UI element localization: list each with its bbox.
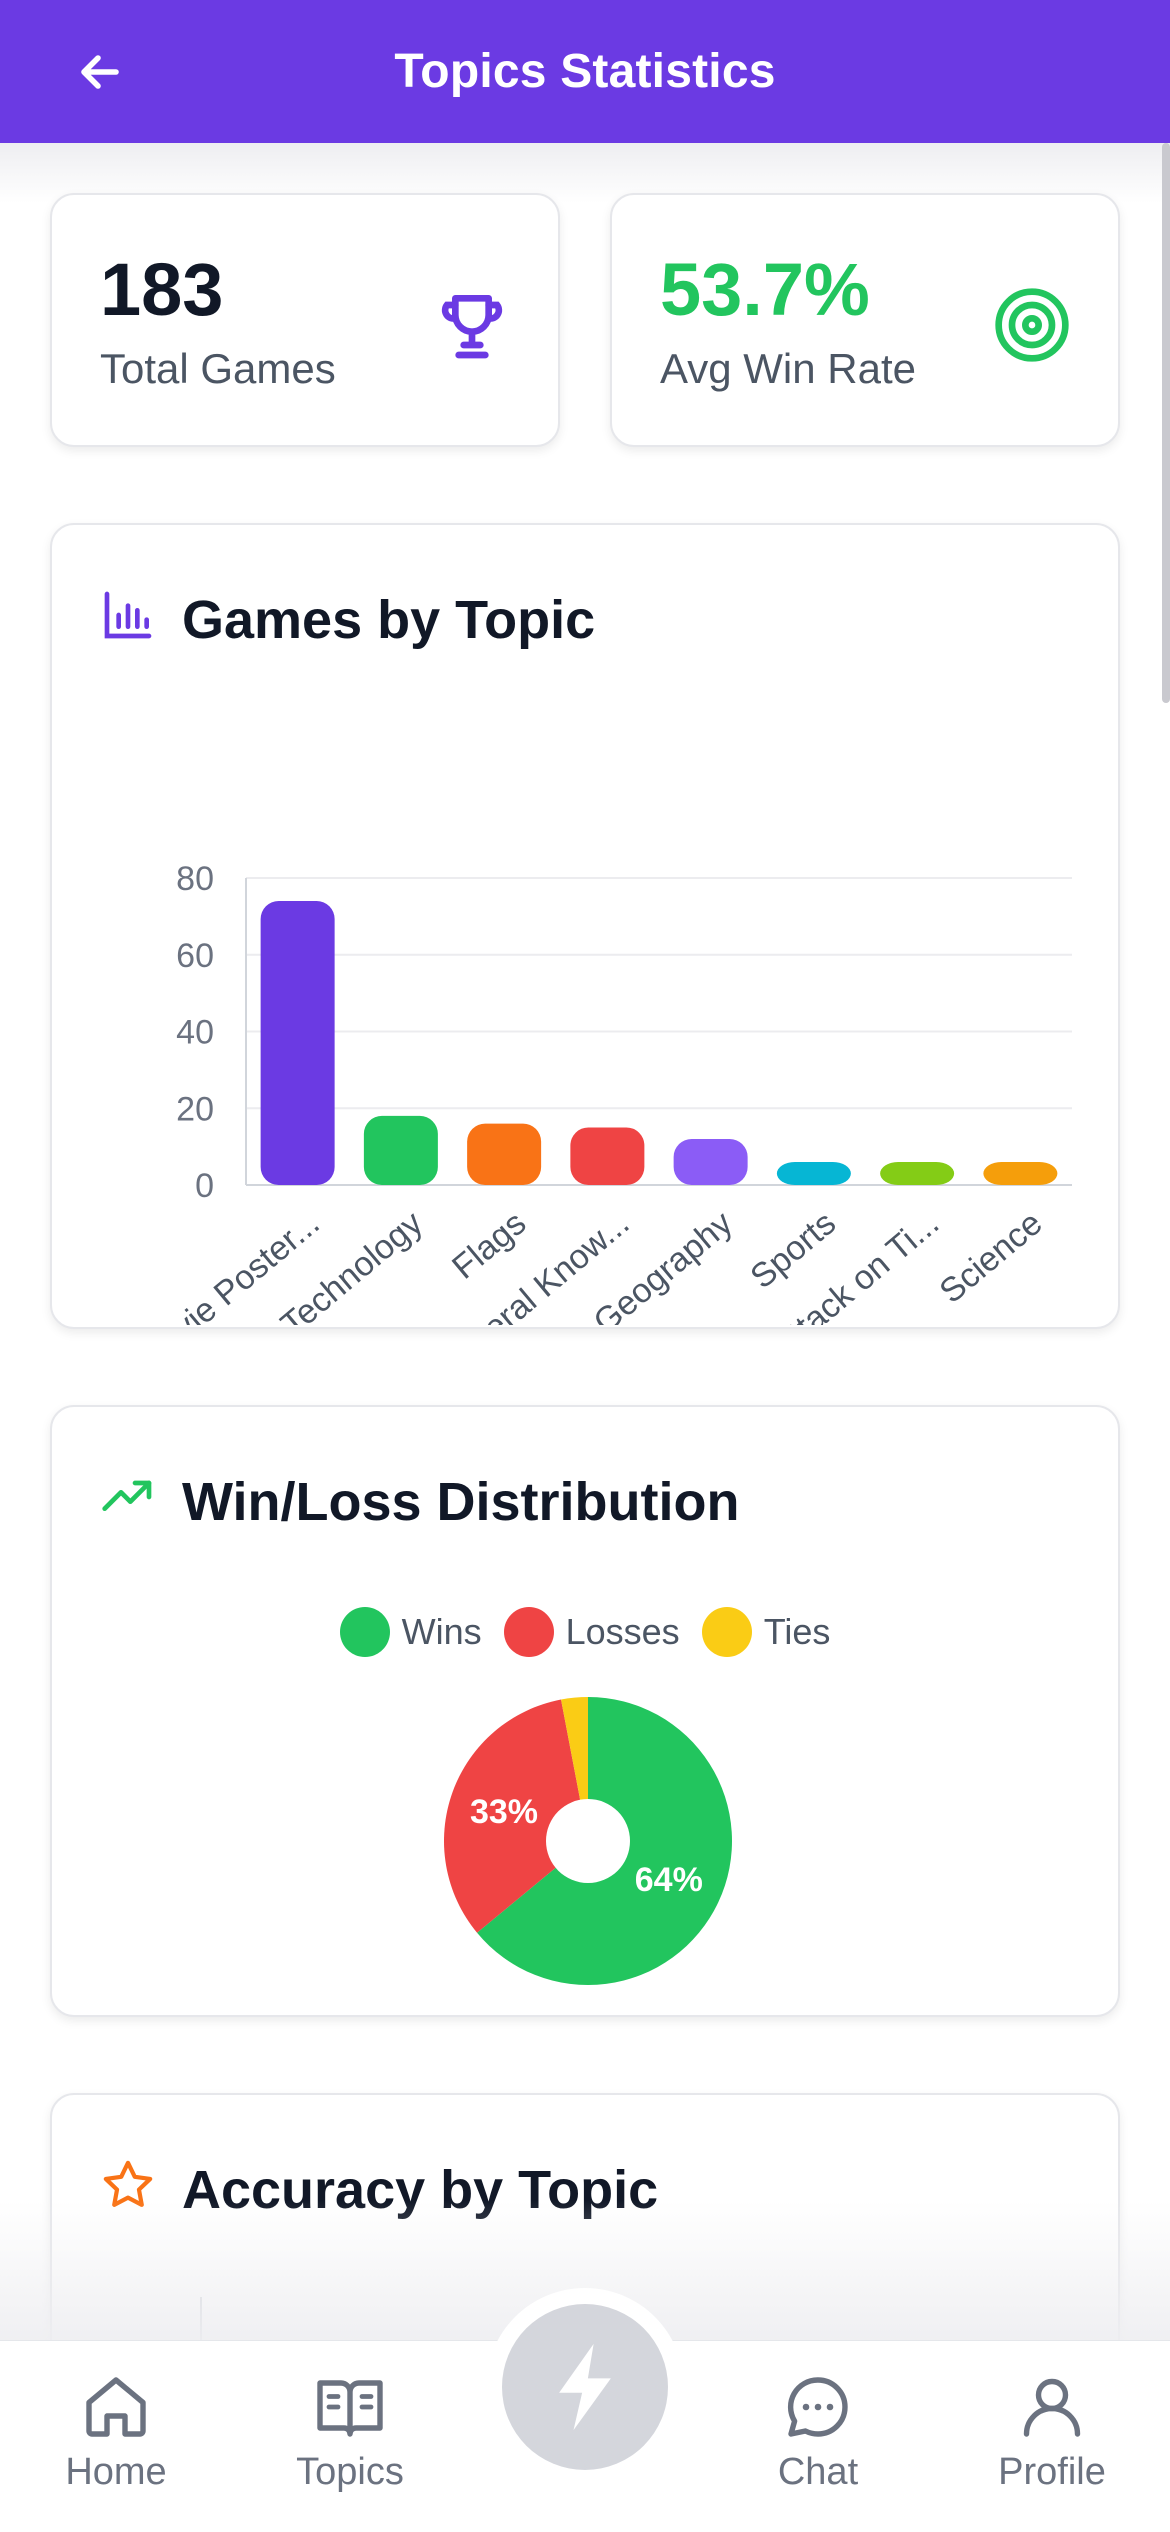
tab-chat-label: Chat <box>777 2451 859 2493</box>
win-rate-label: Avg Win Rate <box>660 345 916 392</box>
arrow-left-icon <box>81 55 119 89</box>
legend-label-losses: Losses <box>565 1611 680 1652</box>
legend-label-wins: Wins <box>401 1611 482 1652</box>
win-rate-card: 53.7% Avg Win Rate <box>610 193 1120 447</box>
legend-swatch-losses <box>503 1607 554 1657</box>
tab-topics-label: Topics <box>296 2451 404 2493</box>
trophy-icon <box>441 295 503 359</box>
tab-profile-label: Profile <box>998 2451 1106 2493</box>
tab-chat[interactable]: Chat <box>718 2371 918 2494</box>
bar[interactable] <box>363 1115 438 1185</box>
bar[interactable] <box>776 1161 851 1185</box>
y-tick-label: 60 <box>176 937 214 975</box>
bar[interactable] <box>983 1161 1058 1185</box>
tab-profile[interactable]: Profile <box>952 2371 1152 2494</box>
pie-slice-label: 33% <box>470 1793 538 1831</box>
win-rate-value: 53.7% <box>660 248 870 331</box>
stats-scroll-area[interactable]: 183 Total Games 53.7% Avg Win Rate Games… <box>0 143 1170 2340</box>
home-icon <box>86 2377 146 2437</box>
page-title: Topics Statistics <box>394 45 776 98</box>
trending-up-icon <box>102 1480 152 1511</box>
chat-bubble-icon <box>787 2377 848 2437</box>
user-icon <box>1023 2378 1081 2437</box>
win-loss-card: Win/Loss Distribution Wins Losses Ties 6… <box>50 1405 1120 2017</box>
x-tick-label: Science <box>932 1204 1049 1311</box>
total-games-card: 183 Total Games <box>50 193 560 447</box>
y-tick-label: 40 <box>176 1014 214 1052</box>
win-loss-title: Win/Loss Distribution <box>182 1472 740 1532</box>
pie-legend: Wins Losses Ties <box>52 1607 1118 1657</box>
bar-chart-icon <box>104 591 152 639</box>
book-open-icon <box>317 2380 383 2437</box>
y-tick-label: 0 <box>195 1167 214 1205</box>
target-icon <box>995 288 1069 362</box>
bar[interactable] <box>260 901 335 1185</box>
bar[interactable] <box>570 1127 645 1185</box>
legend-swatch-wins <box>339 1607 390 1657</box>
lightning-bolt-icon <box>559 2343 611 2431</box>
app-header: Topics Statistics <box>0 0 1170 143</box>
legend-item-ties[interactable]: Ties <box>701 1607 831 1657</box>
bar[interactable] <box>880 1161 955 1185</box>
pie-slice[interactable] <box>444 1699 588 1933</box>
legend-item-losses[interactable]: Losses <box>503 1607 680 1657</box>
games-by-topic-card: Games by Topic 80 60 40 20 0 Movie Poster... T… <box>50 523 1120 1329</box>
win-loss-pie-chart: 64% 33% <box>444 1697 732 1985</box>
pie-center-hole <box>546 1799 630 1883</box>
x-tick-label: Flags <box>445 1204 533 1287</box>
tab-topics[interactable]: Topics <box>250 2371 450 2494</box>
total-games-label: Total Games <box>100 345 336 392</box>
pie-slice-label: 64% <box>635 1861 703 1899</box>
bar[interactable] <box>467 1123 542 1185</box>
scrollbar[interactable] <box>1162 143 1170 703</box>
star-icon <box>103 2160 153 2207</box>
bar[interactable] <box>673 1138 748 1185</box>
quick-play-button[interactable] <box>502 2304 668 2470</box>
games-by-topic-title: Games by Topic <box>182 590 596 650</box>
legend-swatch-ties <box>701 1607 752 1657</box>
total-games-value: 183 <box>100 248 224 331</box>
y-tick-label: 20 <box>176 1090 214 1128</box>
tab-home-label: Home <box>65 2451 167 2493</box>
legend-item-wins[interactable]: Wins <box>339 1607 482 1657</box>
y-tick-label: 80 <box>176 860 214 898</box>
legend-label-ties: Ties <box>763 1611 831 1652</box>
back-button[interactable] <box>58 30 142 114</box>
tab-home[interactable]: Home <box>16 2371 216 2494</box>
